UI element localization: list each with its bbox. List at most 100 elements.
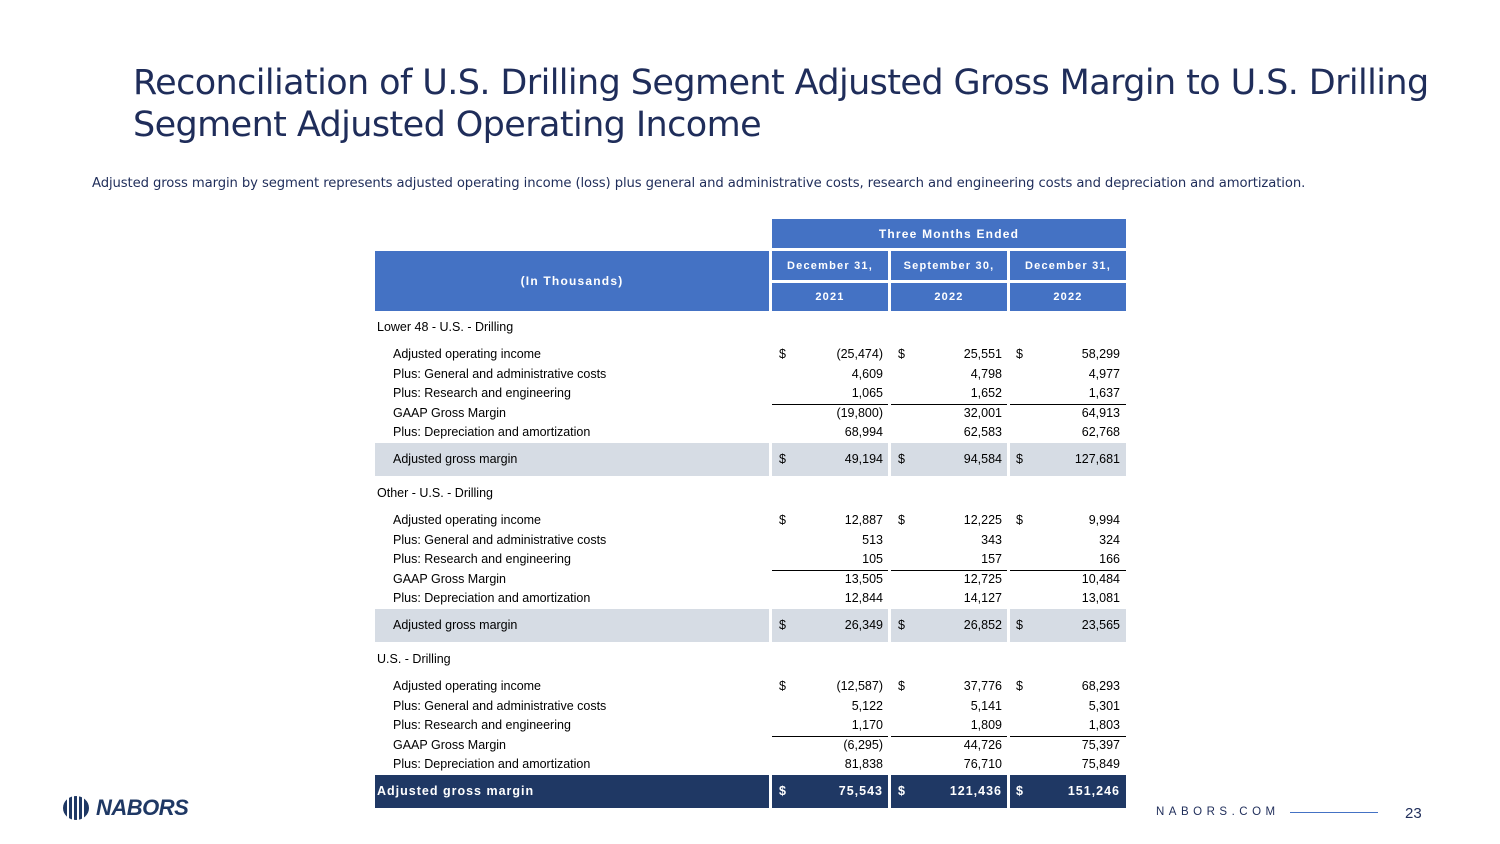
- currency-symbol: $: [898, 347, 905, 361]
- table-row: Plus: Depreciation and amortization 68,99…: [375, 423, 1126, 443]
- cell-value: 157: [981, 552, 1002, 566]
- currency-symbol: $: [779, 513, 786, 527]
- section-heading: Lower 48 - U.S. - Drilling: [375, 318, 1126, 338]
- cell-value: (6,295): [843, 737, 883, 752]
- table-row: GAAP Gross Margin (19,800) 32,001 64,913: [375, 404, 1126, 424]
- cell-value: 1,637: [1088, 386, 1120, 400]
- cell-value: 58,299: [1081, 347, 1120, 361]
- cell-value: 62,768: [1081, 425, 1120, 439]
- col-header-year-2: 2022: [891, 283, 1007, 311]
- subtotal-rule: [772, 569, 888, 571]
- table-row: Adjusted operating income $ (12,587) $37,77…: [375, 677, 1126, 697]
- slide-subtitle: Adjusted gross margin by segment represe…: [92, 176, 1306, 191]
- subtotal-rule: [772, 735, 888, 737]
- currency-symbol: $: [1016, 679, 1023, 693]
- cell-value: 76,710: [963, 757, 1002, 771]
- currency-symbol: $: [779, 783, 787, 798]
- cell-value: 13,505: [844, 571, 883, 586]
- row-label: Plus: Research and engineering: [393, 718, 571, 732]
- subtotal-rule: [772, 403, 888, 405]
- section-heading: Other - U.S. - Drilling: [375, 484, 1126, 504]
- cell-value: 4,798: [970, 366, 1002, 381]
- row-label: Plus: Research and engineering: [393, 386, 571, 400]
- currency-symbol: $: [1016, 347, 1023, 361]
- cell-value: 25,551: [963, 347, 1002, 361]
- subtotal-row: Adjusted gross margin $26,349 $26,852 $23,5…: [375, 608, 1126, 642]
- column-separator: [769, 774, 772, 808]
- cell-value: 1,170: [851, 718, 883, 732]
- cell-value: (25,474): [836, 347, 883, 361]
- cell-value: 75,397: [1081, 737, 1120, 752]
- row-label: GAAP Gross Margin: [393, 737, 507, 752]
- total-label: Adjusted gross margin: [393, 451, 518, 466]
- row-header: (In Thousands): [375, 251, 769, 311]
- currency-symbol: $: [779, 617, 786, 632]
- cell-value: (12,587): [836, 679, 883, 693]
- table-row: Plus: Depreciation and amortization 81,83…: [375, 755, 1126, 775]
- table-row: Plus: General and administrative costs 5,…: [375, 697, 1126, 717]
- cell-value: 166: [1099, 552, 1120, 566]
- currency-symbol: $: [898, 513, 905, 527]
- table-row: Plus: Research and engineering 1,170 1,809…: [375, 716, 1126, 736]
- column-separator: [769, 608, 772, 642]
- cell-value: 12,887: [844, 513, 883, 527]
- column-separator: [888, 608, 891, 642]
- page-number: 23: [1405, 805, 1422, 822]
- column-separator: [769, 442, 772, 476]
- currency-symbol: $: [1016, 513, 1023, 527]
- cell-value: 14,127: [963, 591, 1002, 605]
- total-label: Adjusted gross margin: [377, 783, 535, 798]
- currency-symbol: $: [779, 451, 786, 466]
- column-separator: [1007, 608, 1010, 642]
- currency-symbol: $: [779, 679, 786, 693]
- row-label: Plus: Depreciation and amortization: [393, 425, 591, 439]
- cell-value: 26,349: [844, 617, 883, 632]
- cell-value: 49,194: [844, 451, 883, 466]
- row-label: Plus: Research and engineering: [393, 552, 571, 566]
- subtotal-rule: [891, 735, 1007, 737]
- cell-value: 5,122: [851, 698, 883, 713]
- footer-url: NABORS.COM: [1156, 806, 1280, 818]
- row-label: Adjusted operating income: [393, 347, 542, 361]
- table-row: Adjusted operating income $ (25,474) $25,55…: [375, 345, 1126, 365]
- cell-value: 13,081: [1081, 591, 1120, 605]
- col-header-year-3: 2022: [1010, 283, 1126, 311]
- cell-value: 81,838: [844, 757, 883, 771]
- cell-value: 68,994: [844, 425, 883, 439]
- cell-value: 37,776: [963, 679, 1002, 693]
- logo-wordmark: NABORS: [96, 795, 189, 820]
- currency-symbol: $: [1016, 617, 1023, 632]
- cell-value: 44,726: [963, 737, 1002, 752]
- section-heading-label: U.S. - Drilling: [377, 652, 451, 666]
- col-header-month-3: December 31,: [1010, 251, 1126, 280]
- cell-value: 5,141: [970, 698, 1002, 713]
- cell-value: 75,543: [838, 783, 883, 798]
- row-label: Plus: General and administrative costs: [393, 366, 607, 381]
- col-header-year-1: 2021: [772, 283, 888, 311]
- row-label: Plus: General and administrative costs: [393, 532, 607, 547]
- footer-divider: [1290, 812, 1378, 813]
- table-row: GAAP Gross Margin (6,295) 44,726 75,397: [375, 736, 1126, 756]
- cell-value: 1,809: [970, 718, 1002, 732]
- subtotal-rule: [891, 403, 1007, 405]
- table-row: Plus: General and administrative costs 51…: [375, 531, 1126, 551]
- cell-value: 4,977: [1088, 366, 1120, 381]
- cell-value: 23,565: [1081, 617, 1120, 632]
- currency-symbol: $: [779, 347, 786, 361]
- group-header: Three Months Ended: [772, 219, 1126, 248]
- cell-value: 10,484: [1081, 571, 1120, 586]
- cell-value: 121,436: [949, 783, 1002, 798]
- table-row: Plus: General and administrative costs 4,…: [375, 365, 1126, 385]
- row-label: Plus: Depreciation and amortization: [393, 591, 591, 605]
- cell-value: 5,301: [1088, 698, 1120, 713]
- currency-symbol: $: [1016, 451, 1023, 466]
- cell-value: 94,584: [963, 451, 1002, 466]
- cell-value: (19,800): [836, 405, 883, 420]
- row-label: GAAP Gross Margin: [393, 405, 507, 420]
- total-label: Adjusted gross margin: [393, 617, 518, 632]
- cell-value: 105: [862, 552, 883, 566]
- cell-value: 12,225: [963, 513, 1002, 527]
- currency-symbol: $: [1016, 783, 1024, 798]
- subtotal-rule: [891, 569, 1007, 571]
- slide-title: Reconciliation of U.S. Drilling Segment …: [133, 63, 1429, 145]
